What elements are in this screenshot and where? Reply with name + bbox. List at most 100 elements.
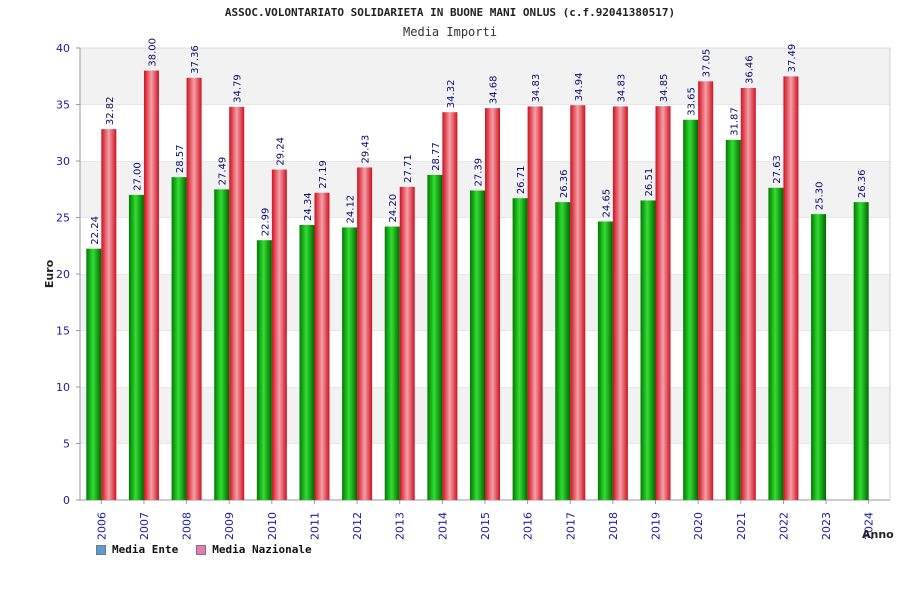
value-label-media-ente: 33.65	[687, 87, 698, 116]
x-tick-label: 2012	[351, 512, 364, 540]
x-tick-label: 2021	[735, 512, 748, 540]
bar-media-ente	[811, 214, 827, 501]
bar-media-nazionale	[485, 108, 500, 500]
value-label-media-ente: 22.24	[90, 216, 101, 245]
legend: Media Ente Media Nazionale	[96, 543, 312, 556]
y-tick-label: 35	[56, 99, 70, 112]
value-label-media-nazionale: 34.83	[531, 74, 542, 103]
x-tick-label: 2010	[266, 512, 279, 540]
chart-subtitle: Media Importi	[403, 25, 497, 39]
bar-media-nazionale	[314, 192, 330, 501]
bar-media-ente	[427, 174, 443, 501]
bar-media-nazionale	[783, 76, 799, 500]
legend-label-ente: Media Ente	[112, 543, 179, 556]
bar-media-ente	[214, 189, 230, 500]
x-tick-label: 2023	[820, 512, 833, 540]
y-tick-label: 40	[56, 42, 70, 55]
y-tick-label: 5	[63, 438, 70, 451]
bar-media-ente	[640, 200, 656, 500]
x-tick-label: 2008	[181, 512, 194, 540]
y-tick-label: 30	[56, 155, 70, 168]
bar-media-ente	[171, 177, 187, 500]
y-tick-label: 20	[56, 268, 70, 281]
bar-media-nazionale	[186, 77, 202, 500]
bar-media-nazionale	[527, 106, 543, 501]
value-label-media-nazionale: 34.85	[659, 74, 670, 103]
bar-media-nazionale	[570, 105, 586, 500]
value-label-media-nazionale: 34.32	[446, 80, 457, 109]
value-label-media-nazionale: 32.82	[105, 96, 116, 125]
bar-media-ente	[853, 202, 869, 500]
legend-swatch-nazionale	[196, 544, 207, 555]
value-label-media-ente: 31.87	[729, 107, 740, 136]
value-label-media-nazionale: 34.83	[616, 74, 627, 103]
bar-media-nazionale	[143, 70, 159, 500]
bar-media-nazionale	[655, 106, 671, 500]
value-label-media-ente: 28.77	[431, 142, 442, 171]
value-label-media-ente: 26.71	[516, 166, 527, 195]
chart-title: ASSOC.VOLONTARIATO SOLIDARIETA IN BUONE …	[224, 6, 676, 19]
value-label-media-nazionale: 37.49	[787, 44, 798, 73]
legend-label-nazionale: Media Nazionale	[212, 543, 312, 556]
legend-swatch-ente	[96, 544, 106, 555]
value-label-media-nazionale: 34.79	[233, 74, 244, 103]
bar-media-ente	[384, 226, 400, 501]
bar-media-nazionale	[698, 81, 714, 501]
x-tick-label: 2015	[479, 512, 492, 540]
bar-media-ente	[299, 224, 315, 500]
value-label-media-nazionale: 29.43	[361, 135, 372, 164]
value-label-media-ente: 24.12	[346, 195, 357, 224]
x-tick-label: 2009	[223, 512, 236, 540]
x-axis-ticks: 2006 2007 2008 2009 2010 2011 2012 2013 2014 2015…	[95, 500, 876, 540]
value-label-media-nazionale: 37.36	[190, 45, 201, 74]
value-label-media-ente: 28.57	[175, 145, 186, 174]
bar-media-ente	[725, 139, 741, 500]
bar-media-nazionale	[357, 167, 373, 501]
value-label-media-nazionale: 38.00	[147, 38, 158, 67]
legend-item-nazionale: Media Nazionale	[196, 543, 312, 556]
value-label-media-ente: 27.63	[772, 155, 783, 184]
y-tick-label: 10	[56, 381, 70, 394]
bar-media-ente	[342, 227, 358, 500]
value-label-media-nazionale: 37.05	[702, 49, 713, 78]
x-tick-label: 2024	[863, 512, 876, 540]
y-tick-label: 25	[56, 212, 70, 225]
bar-media-ente	[512, 198, 528, 500]
value-label-media-nazionale: 27.19	[318, 160, 329, 189]
value-label-media-ente: 22.99	[260, 208, 271, 237]
x-tick-label: 2007	[138, 512, 151, 540]
value-label-media-ente: 27.49	[218, 157, 229, 186]
value-label-media-nazionale: 34.68	[489, 75, 500, 104]
bar-media-ente	[128, 194, 144, 500]
value-label-media-ente: 24.34	[303, 192, 314, 221]
bar-media-nazionale	[740, 88, 756, 500]
bar-media-nazionale	[101, 129, 117, 500]
x-tick-label: 2019	[650, 512, 663, 540]
x-tick-label: 2006	[95, 512, 108, 540]
x-tick-label: 2016	[522, 512, 535, 540]
bar-media-ente	[683, 119, 699, 500]
y-axis-label: Euro	[43, 259, 56, 288]
value-label-media-ente: 25.30	[815, 181, 826, 210]
value-label-media-nazionale: 29.24	[275, 137, 286, 166]
x-tick-label: 2011	[308, 512, 321, 540]
bar-media-nazionale	[271, 169, 287, 500]
bar-media-ente	[555, 202, 571, 500]
value-label-media-ente: 26.51	[644, 168, 655, 197]
bar-media-ente	[597, 221, 613, 500]
bars: 22.24 32.82 27.00 38.00 28.57 37.36 27.49 34.79…	[86, 38, 869, 501]
value-label-media-ente: 26.36	[559, 169, 570, 198]
bar-media-ente	[470, 190, 485, 501]
x-tick-label: 2017	[564, 512, 577, 540]
value-label-media-nazionale: 27.71	[403, 154, 414, 183]
bar-media-ente	[86, 248, 102, 500]
value-label-media-ente: 26.36	[857, 169, 868, 198]
bar-media-ente	[256, 240, 272, 500]
value-label-media-nazionale: 36.46	[744, 55, 755, 84]
bar-media-nazionale	[229, 106, 245, 501]
x-tick-label: 2018	[607, 512, 620, 540]
x-tick-label: 2020	[692, 512, 705, 540]
bar-media-nazionale	[399, 186, 415, 500]
value-label-media-ente: 24.65	[601, 189, 612, 218]
x-tick-label: 2013	[394, 512, 407, 540]
